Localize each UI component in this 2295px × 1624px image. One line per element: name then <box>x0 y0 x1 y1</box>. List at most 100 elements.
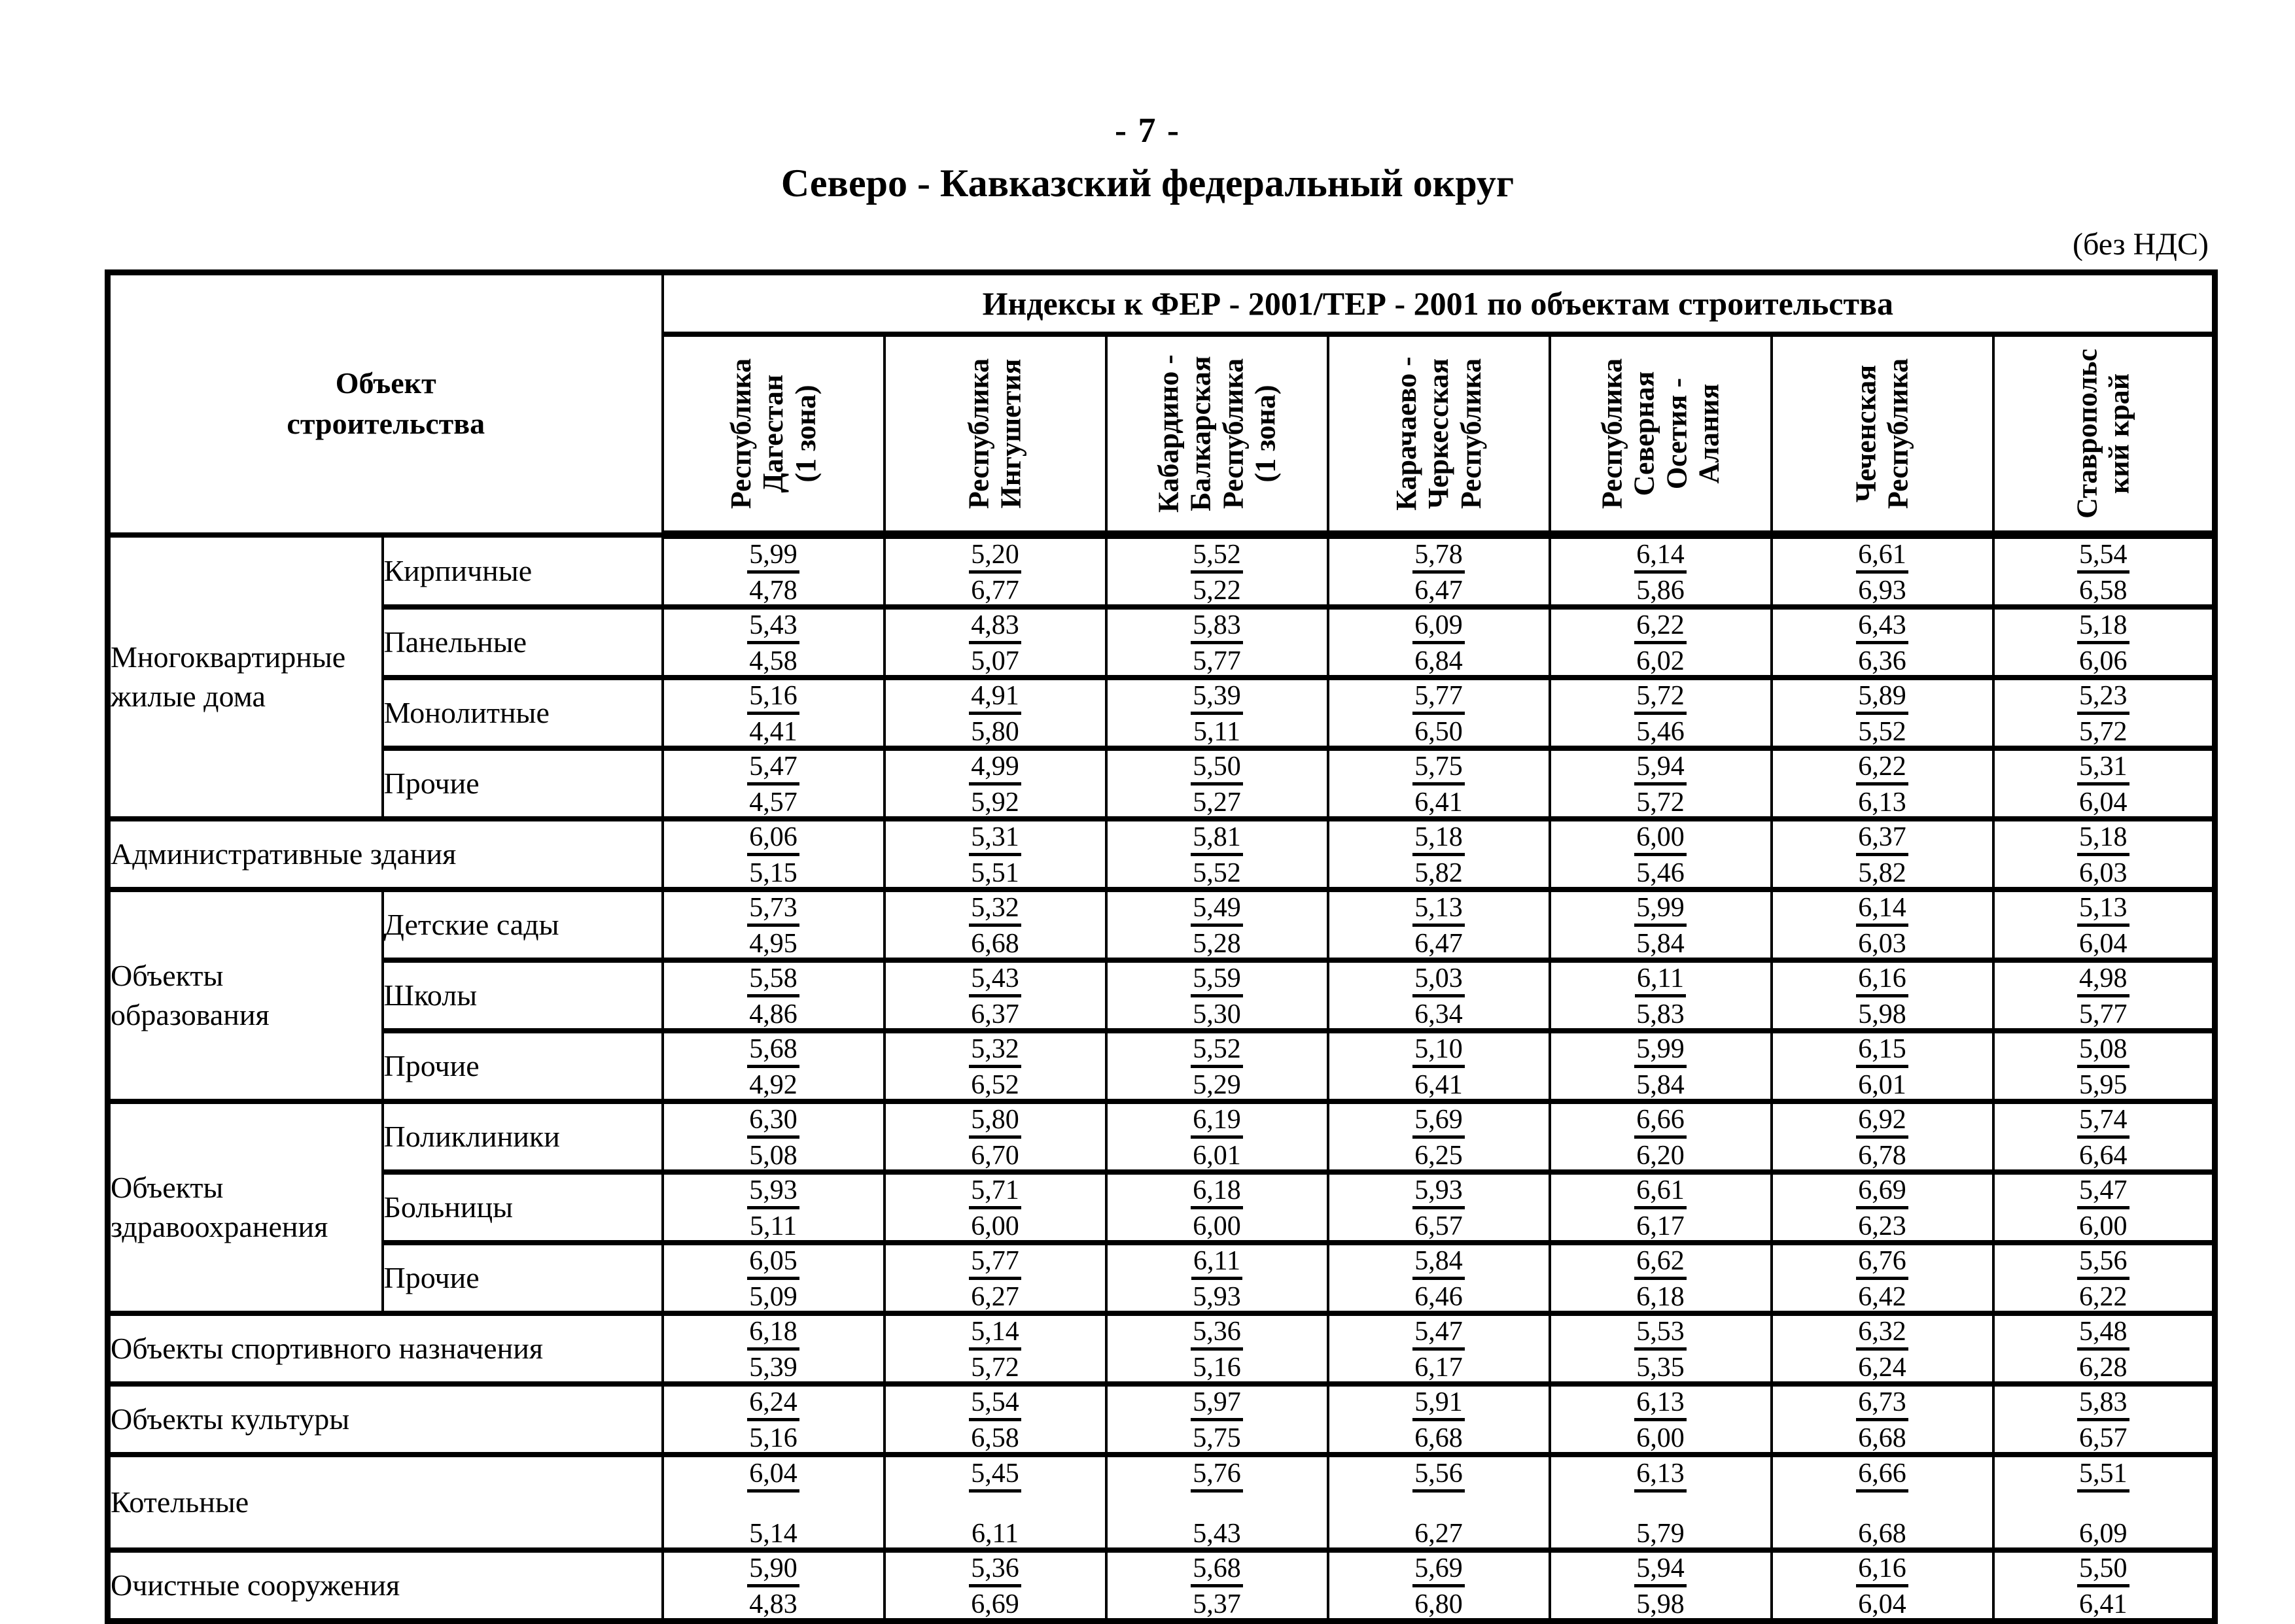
index-bottom-value: 6,22 <box>2079 1282 2128 1312</box>
index-top-value: 6,11 <box>1635 963 1686 997</box>
index-cell: 5,31 6,04 <box>1991 746 2216 821</box>
index-bottom-value: 4,83 <box>749 1589 797 1619</box>
index-cell: 5,47 6,00 <box>1991 1169 2216 1245</box>
index-top-value: 5,50 <box>2077 1553 2129 1587</box>
index-cell: 5,53 5,35 <box>1548 1311 1773 1387</box>
col-header-karachay-cherkessia: Карачаево - Черкесская Республика <box>1326 332 1551 539</box>
index-bottom-value: 6,70 <box>971 1141 1019 1171</box>
index-top-value: 6,13 <box>1634 1459 1687 1493</box>
index-top-value: 5,50 <box>1191 752 1243 786</box>
index-top-value: 5,56 <box>2077 1246 2129 1280</box>
index-cell: 5,49 5,28 <box>1104 887 1329 963</box>
index-top-value: 6,18 <box>1191 1175 1243 1209</box>
index-top-value: 6,61 <box>1634 1175 1687 1209</box>
index-cell: 6,00 5,46 <box>1548 816 1773 892</box>
table-row: Административные здания 6,06 5,15 5,31 5,5… <box>106 816 2216 892</box>
index-top-value: 6,32 <box>1856 1317 1908 1351</box>
index-cell: 5,18 6,03 <box>1991 816 2216 892</box>
index-bottom-value: 6,36 <box>1858 646 1906 676</box>
index-top-value: 6,37 <box>1856 822 1908 856</box>
index-bottom-value: 6,58 <box>2079 576 2128 606</box>
index-cell: 6,13 6,00 <box>1548 1381 1773 1457</box>
index-cell: 4,83 5,07 <box>883 604 1108 680</box>
index-cell: 5,52 5,29 <box>1104 1028 1329 1104</box>
index-top-value: 5,80 <box>969 1105 1021 1139</box>
index-cell: 5,93 5,11 <box>661 1169 886 1245</box>
index-top-value: 5,99 <box>1634 893 1687 927</box>
index-cell: 6,92 6,78 <box>1770 1099 1995 1175</box>
index-cell: 5,68 5,37 <box>1104 1547 1329 1624</box>
index-bottom-value: 6,01 <box>1858 1070 1906 1100</box>
index-cell: 6,61 6,93 <box>1770 532 1995 610</box>
index-top-value: 5,52 <box>1191 540 1243 574</box>
index-top-value: 5,18 <box>2077 822 2129 856</box>
row-label-hospitals: Больницы <box>381 1169 664 1245</box>
index-cell: 6,05 5,09 <box>661 1240 886 1316</box>
index-top-value: 5,69 <box>1412 1105 1465 1139</box>
index-top-value: 6,11 <box>1191 1246 1242 1280</box>
index-top-value: 5,43 <box>969 963 1021 997</box>
index-bottom-value: 6,58 <box>971 1423 1019 1453</box>
index-top-value: 5,89 <box>1856 681 1908 715</box>
index-bottom-value: 6,17 <box>1414 1353 1463 1383</box>
index-cell: 5,45 6,11 <box>883 1452 1108 1553</box>
row-label-panel: Панельные <box>381 604 664 680</box>
index-cell: 5,69 6,80 <box>1326 1547 1551 1624</box>
index-bottom-value: 6,00 <box>1636 1423 1685 1453</box>
index-bottom-value: 5,92 <box>971 787 1019 818</box>
index-cell: 5,84 6,46 <box>1326 1240 1551 1316</box>
index-bottom-value: 6,52 <box>971 1070 1019 1100</box>
index-cell: 4,98 5,77 <box>1991 958 2216 1033</box>
index-bottom-value: 6,80 <box>1414 1589 1463 1619</box>
index-top-value: 5,43 <box>747 610 799 644</box>
index-bottom-value: 4,78 <box>749 576 797 606</box>
index-top-value: 5,78 <box>1412 540 1465 574</box>
index-bottom-value: 6,84 <box>1414 646 1463 676</box>
index-bottom-value: 6,69 <box>971 1589 1019 1619</box>
index-cell: 5,59 5,30 <box>1104 958 1329 1033</box>
index-top-value: 5,18 <box>1412 822 1465 856</box>
index-top-value: 6,24 <box>747 1387 799 1421</box>
index-bottom-value: 5,16 <box>749 1423 797 1453</box>
vat-note: (без НДС) <box>2072 227 2209 262</box>
index-top-value: 6,13 <box>1634 1387 1687 1421</box>
index-bottom-value: 5,46 <box>1636 858 1685 888</box>
index-cell: 5,32 6,68 <box>883 887 1108 963</box>
index-bottom-value: 6,11 <box>972 1518 1019 1549</box>
table-row: Прочие 6,05 5,09 5,77 6,27 6,11 5,93 5,84 6,… <box>108 1240 2216 1316</box>
index-top-value: 6,43 <box>1856 610 1908 644</box>
index-top-value: 4,83 <box>969 610 1021 644</box>
index-bottom-value: 5,79 <box>1636 1518 1685 1549</box>
index-bottom-value: 5,84 <box>1636 929 1685 959</box>
index-cell: 6,24 5,16 <box>661 1381 886 1457</box>
index-bottom-value: 5,39 <box>749 1353 797 1383</box>
index-cell: 5,20 6,77 <box>883 532 1108 610</box>
index-bottom-value: 6,04 <box>2079 787 2128 818</box>
index-bottom-value: 6,27 <box>1414 1518 1463 1549</box>
index-cell: 6,32 6,24 <box>1770 1311 1995 1387</box>
col-header-kabardino-balkaria: Кабардино - Балкарская Республика (1 зона) <box>1104 332 1329 539</box>
index-bottom-value: 5,29 <box>1193 1070 1241 1100</box>
index-cell: 6,19 6,01 <box>1104 1099 1329 1175</box>
col-header-ingushetia: Республика Ингушетия <box>883 332 1108 539</box>
index-bottom-value: 5,95 <box>2079 1070 2128 1100</box>
index-bottom-value: 5,08 <box>749 1141 797 1171</box>
index-cell: 5,91 6,68 <box>1326 1381 1551 1457</box>
index-top-value: 6,18 <box>747 1317 799 1351</box>
index-top-value: 5,39 <box>1191 681 1243 715</box>
table-row: Объекты культуры 6,24 5,16 5,54 6,58 5,97 5… <box>106 1381 2216 1457</box>
table-row: Котельные 6,04 5,14 5,45 6,11 5,76 5,43 5,5… <box>106 1452 2216 1553</box>
index-top-value: 5,74 <box>2077 1105 2129 1139</box>
index-top-value: 5,84 <box>1412 1246 1465 1280</box>
row-label-boilers: Котельные <box>106 1452 664 1553</box>
index-cell: 5,90 4,83 <box>661 1547 886 1624</box>
table-row: Прочие 5,68 4,92 5,32 6,52 5,52 5,29 5,10 6,… <box>108 1028 2216 1104</box>
index-top-value: 6,19 <box>1191 1105 1243 1139</box>
index-cell: 6,73 6,68 <box>1770 1381 1995 1457</box>
group-label-education: Объекты образования <box>106 887 384 1104</box>
object-header-line2: строительства <box>287 407 485 441</box>
index-cell: 5,94 5,72 <box>1548 746 1773 821</box>
index-bottom-value: 5,51 <box>971 858 1019 888</box>
index-cell: 5,43 6,37 <box>883 958 1108 1033</box>
